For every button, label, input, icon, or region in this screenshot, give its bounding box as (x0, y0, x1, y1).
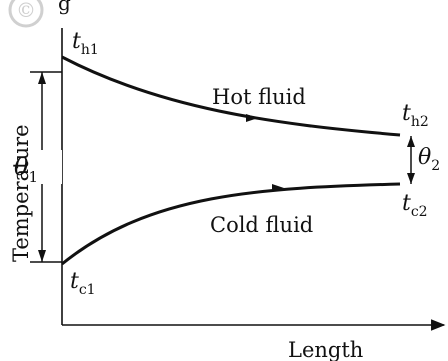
theta1-down-arrowhead (38, 250, 46, 262)
header-fragment: g (58, 0, 71, 15)
theta2-label: θ2 (418, 145, 440, 174)
tc2-label: tc2 (402, 191, 428, 220)
th2-label: th2 (402, 101, 429, 130)
hot-fluid-curve (61, 55, 401, 137)
hot-fluid-flow-arrow (246, 114, 258, 122)
theta2-up-arrowhead (407, 136, 415, 147)
cold-fluid-flow-arrow (272, 184, 284, 191)
th1-label: th1 (72, 29, 99, 58)
theta1-up-arrowhead (38, 72, 46, 84)
watermark-logo (8, 0, 44, 28)
cold-fluid-curve (61, 182, 401, 266)
x-axis-label: Length (288, 338, 363, 361)
theta1-label-backdrop (22, 150, 62, 184)
theta1-label: θ1 (14, 153, 38, 186)
watermark-symbol: © (16, 0, 36, 22)
tc1-label: tc1 (70, 269, 96, 298)
hot-fluid-label: Hot fluid (212, 85, 306, 109)
y-axis-label: Temperature (9, 124, 33, 262)
theta2-down-arrowhead (407, 173, 415, 184)
cold-fluid-label: Cold fluid (210, 213, 313, 237)
